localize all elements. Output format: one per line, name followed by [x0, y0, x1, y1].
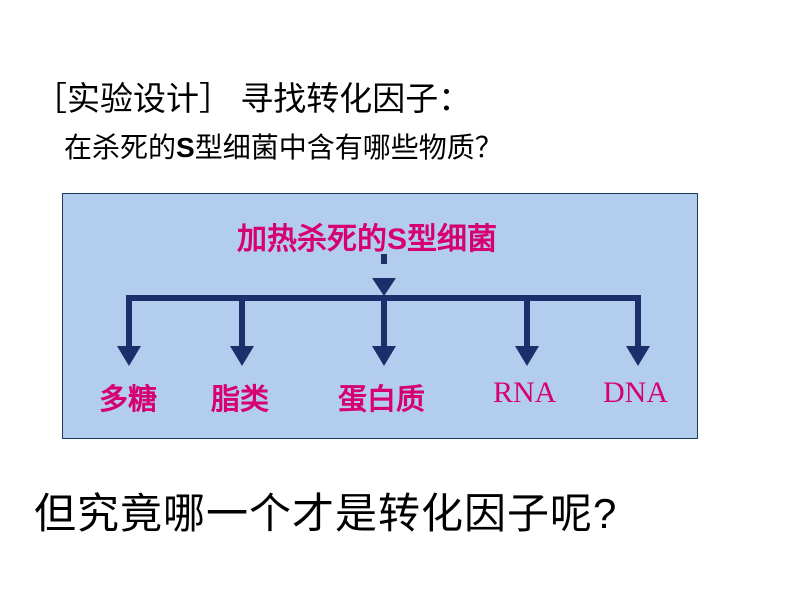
diagram-container: 加热杀死的S型细菌 多糖脂类蛋白质RNADNA	[62, 193, 698, 439]
leaf-label: 多糖	[99, 376, 157, 418]
subheader-prefix: 在杀死的	[64, 133, 176, 164]
leaf-label: RNA	[493, 376, 556, 410]
subheader-suffix: 型细菌中含有哪些物质？	[195, 133, 503, 164]
header-text: 寻找转化因子：	[232, 82, 471, 118]
footer-text: 但究竟哪一个才是转化因子呢	[34, 492, 593, 538]
leaf-label: 脂类	[211, 376, 269, 418]
leaves-row: 多糖 脂类 蛋白质 RNA DNA	[63, 376, 699, 416]
subheader-letter: S	[176, 132, 195, 163]
footer-question: 但究竟哪一个才是转化因子呢?	[34, 480, 617, 541]
leaf-label: 蛋白质	[338, 376, 425, 418]
section-label: 实验设计	[67, 82, 199, 118]
subheader-question: 在杀死的S型细菌中含有哪些物质？	[64, 126, 503, 166]
leaf-label: DNA	[603, 376, 668, 410]
tree-diagram	[63, 250, 699, 374]
footer-qmark: ?	[593, 490, 617, 537]
header-title: ［实验设计］ 寻找转化因子：	[34, 72, 471, 120]
bracket-open: ［	[34, 82, 67, 118]
bracket-close: ］	[199, 82, 232, 118]
